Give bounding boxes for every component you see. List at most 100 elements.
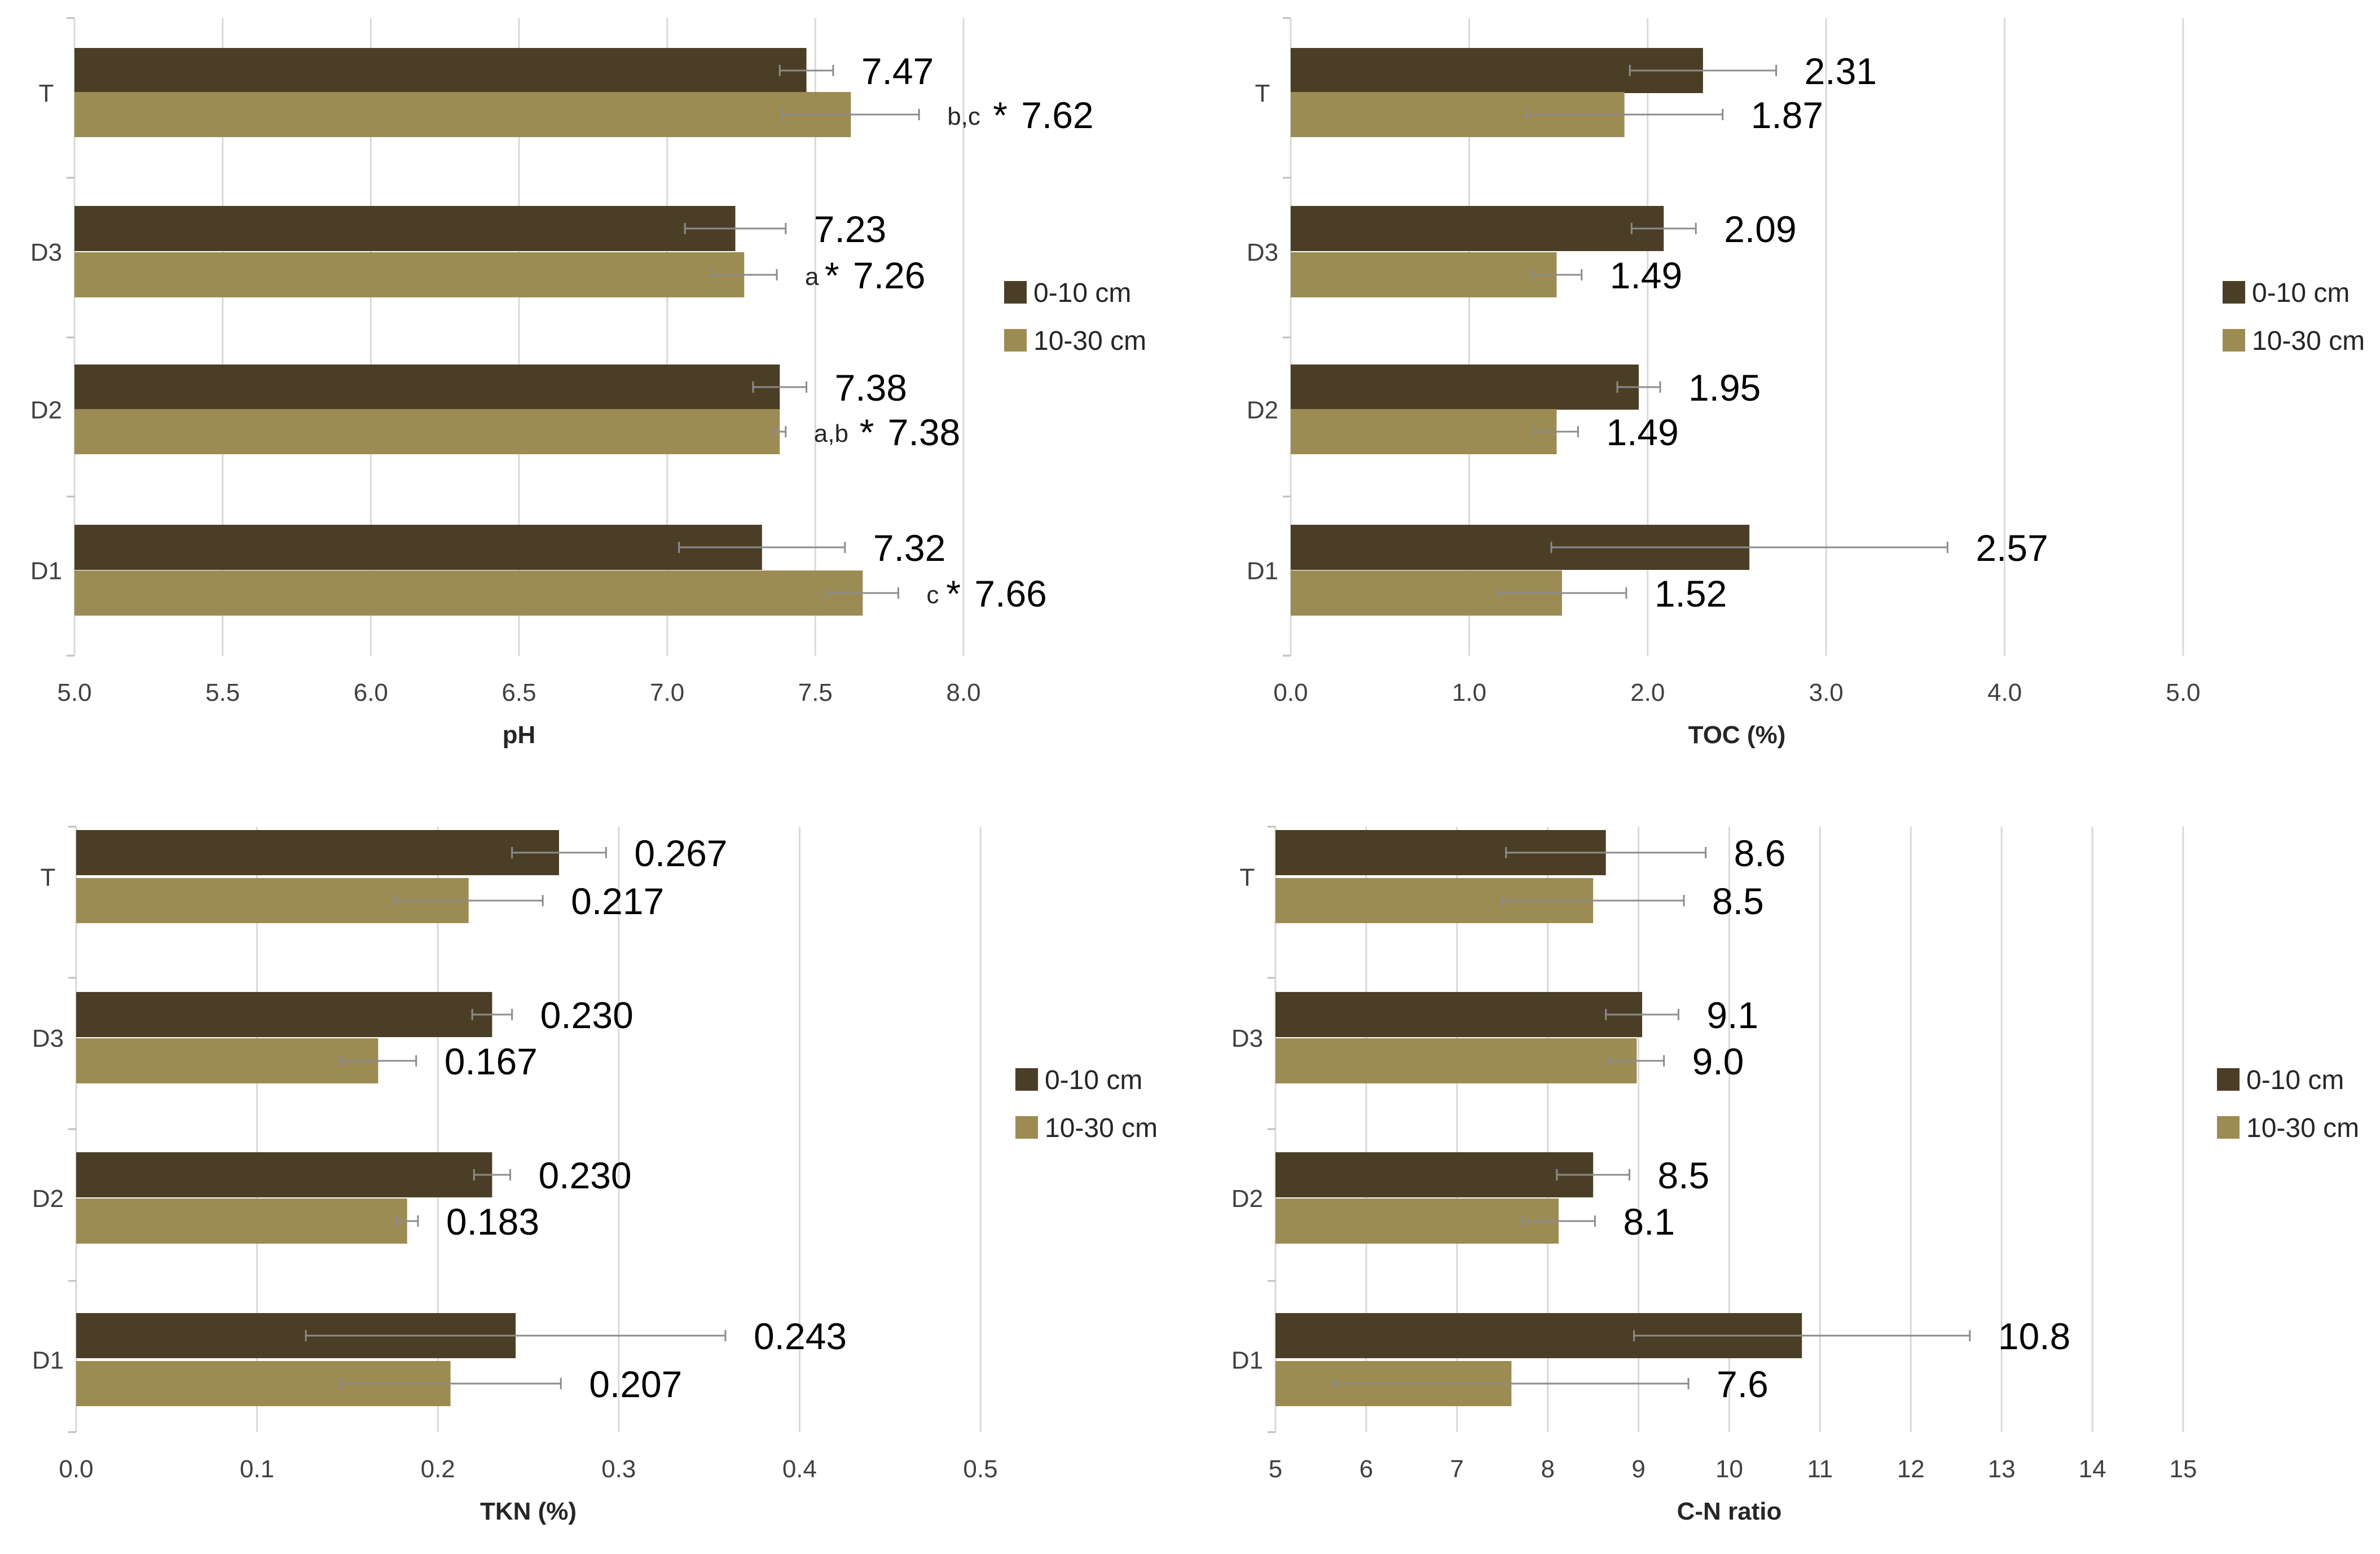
panel-2-data-label: 1.49	[1610, 254, 1682, 296]
panel-4-category-label: D2	[1231, 1185, 1263, 1213]
panel-2-x-tick-label: 4.0	[1987, 679, 2022, 706]
panel-1-axis-title: pH	[503, 721, 536, 749]
panel-4-axis-title: C-N ratio	[1677, 1498, 1782, 1525]
panel-2-bar-0-10cm	[1291, 206, 1664, 251]
panel-2-category-label: D3	[1247, 239, 1278, 266]
panel-4-bar-10-30cm	[1275, 1038, 1637, 1083]
panel-3-data-label: 0.243	[754, 1315, 847, 1357]
panel-1-significance-star: *	[993, 94, 1008, 136]
panel-4-x-tick-label: 7	[1450, 1455, 1464, 1483]
panel-2-legend-label: 10-30 cm	[2252, 326, 2365, 356]
panel-1-category-label: D1	[30, 557, 62, 585]
panel-1-legend-swatch	[1004, 329, 1027, 352]
panel-1-x-tick-label: 7.0	[650, 679, 684, 706]
panel-3-bar-10-30cm	[76, 1038, 379, 1083]
panel-3-bar-0-10cm	[76, 830, 560, 875]
panel-1-bar-0-10cm	[74, 206, 736, 251]
panel-2-bar-10-30cm	[1291, 252, 1557, 297]
panel-3-bar-0-10cm	[76, 1152, 492, 1197]
panel-4-data-label: 8.1	[1623, 1201, 1675, 1243]
panel-2-x-tick-label: 3.0	[1809, 679, 1844, 706]
panel-3-category-label: D1	[32, 1347, 64, 1375]
panel-4-x-tick-label: 13	[1988, 1455, 2016, 1483]
panel-3-x-tick-label: 0.3	[601, 1455, 636, 1483]
panel-1-data-label: 7.26	[853, 254, 925, 296]
panel-1-x-tick-label: 5.5	[205, 679, 240, 706]
panel-1-data-label: 7.38	[888, 411, 960, 453]
panel-4-legend-swatch	[2217, 1068, 2240, 1091]
panel-4-x-tick-label: 14	[2079, 1455, 2106, 1483]
panel-3-x-tick-label: 0.0	[59, 1455, 93, 1483]
panel-4-data-label: 7.6	[1717, 1363, 1768, 1405]
panel-3-legend-label: 0-10 cm	[1045, 1065, 1142, 1095]
panel-1-significance-label: a	[805, 263, 819, 291]
panel-2-data-label: 1.87	[1751, 94, 1823, 136]
panel-1-data-label: 7.23	[814, 208, 886, 250]
panel-4-legend-swatch	[2217, 1116, 2240, 1139]
panel-1-bar-0-10cm	[74, 525, 762, 570]
panel-1-legend-label: 0-10 cm	[1033, 278, 1131, 308]
panel-4-bar-10-30cm	[1275, 1199, 1559, 1244]
panel-4-x-tick-label: 11	[1807, 1455, 1833, 1483]
panel-4-x-tick-label: 10	[1715, 1455, 1743, 1483]
panel-1-significance-star: *	[946, 573, 961, 614]
panel-2-category-label: D2	[1247, 397, 1278, 424]
panel-2-data-label: 2.57	[1976, 527, 2048, 569]
panel-2-bar-10-30cm	[1291, 409, 1557, 454]
panel-2-data-label: 1.52	[1655, 573, 1727, 614]
panel-4-x-tick-label: 15	[2170, 1455, 2197, 1483]
panel-1-bar-0-10cm	[74, 365, 780, 410]
panel-3-data-label: 0.217	[571, 880, 664, 922]
panel-3-x-tick-label: 0.2	[421, 1455, 455, 1483]
panel-2-legend-swatch	[2223, 281, 2245, 304]
panel-2-data-label: 1.49	[1606, 411, 1678, 453]
panel-3-data-label: 0.207	[589, 1363, 682, 1405]
panel-2-x-tick-label: 0.0	[1273, 679, 1308, 706]
panel-2-legend-swatch	[2223, 329, 2245, 352]
panel-2-legend-label: 0-10 cm	[2252, 278, 2350, 308]
panel-3-axis-title: TKN (%)	[480, 1498, 577, 1525]
panel-1-significance-star: *	[860, 411, 874, 453]
panel-1-category-label: D3	[30, 239, 62, 266]
panel-2-x-tick-label: 5.0	[2166, 679, 2200, 706]
panel-4-bar-0-10cm	[1275, 992, 1643, 1037]
panel-1-data-label: 7.32	[873, 527, 945, 569]
panel-4-data-label: 8.5	[1658, 1154, 1710, 1196]
panel-2-data-label: 1.95	[1688, 367, 1761, 409]
panel-2-x-tick-label: 1.0	[1452, 679, 1486, 706]
panel-1-significance-label: b,c	[947, 103, 980, 130]
panel-4-x-tick-label: 9	[1631, 1455, 1645, 1483]
panel-1-category-label: T	[39, 80, 54, 107]
panel-4-category-label: D1	[1231, 1347, 1263, 1375]
panel-1-bar-10-30cm	[74, 252, 745, 297]
panel-1-significance-star: *	[825, 254, 839, 296]
panel-1-bar-0-10cm	[74, 48, 807, 93]
panel-3-legend-swatch	[1015, 1116, 1038, 1139]
panel-3-bar-10-30cm	[76, 1199, 407, 1244]
panel-3-bar-0-10cm	[76, 992, 492, 1037]
panel-1-x-tick-label: 6.0	[354, 679, 388, 706]
panel-3-category-label: T	[41, 864, 56, 892]
panel-1-category-label: D2	[30, 397, 62, 424]
panel-1-data-label: 7.47	[861, 50, 934, 92]
panel-2-x-tick-label: 2.0	[1630, 679, 1665, 706]
panel-3-x-tick-label: 0.1	[240, 1455, 274, 1483]
panel-4-x-tick-label: 12	[1897, 1455, 1925, 1483]
panel-1-x-tick-label: 6.5	[501, 679, 536, 706]
panel-4-legend-label: 0-10 cm	[2246, 1065, 2344, 1095]
panel-1-legend-label: 10-30 cm	[1033, 326, 1146, 356]
panel-4-data-label: 10.8	[1998, 1315, 2070, 1357]
panel-3-data-label: 0.230	[538, 1154, 631, 1196]
panel-3-x-tick-label: 0.4	[782, 1455, 817, 1483]
panel-1-data-label: 7.62	[1021, 94, 1093, 136]
panel-3-legend-swatch	[1015, 1068, 1038, 1091]
panel-1-x-tick-label: 5.0	[57, 679, 91, 706]
panel-1-legend-swatch	[1004, 281, 1027, 304]
panel-4-x-tick-label: 8	[1541, 1455, 1554, 1483]
panel-2-data-label: 2.09	[1724, 208, 1796, 250]
panel-4-data-label: 8.6	[1734, 832, 1786, 874]
panel-1-significance-label: a,b	[814, 420, 848, 447]
panel-3-legend-label: 10-30 cm	[1045, 1113, 1158, 1143]
panel-4-category-label: T	[1240, 864, 1255, 892]
